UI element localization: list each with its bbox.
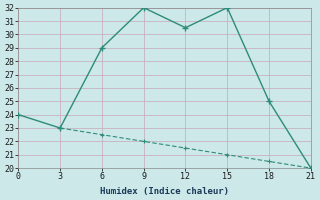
X-axis label: Humidex (Indice chaleur): Humidex (Indice chaleur)	[100, 187, 229, 196]
